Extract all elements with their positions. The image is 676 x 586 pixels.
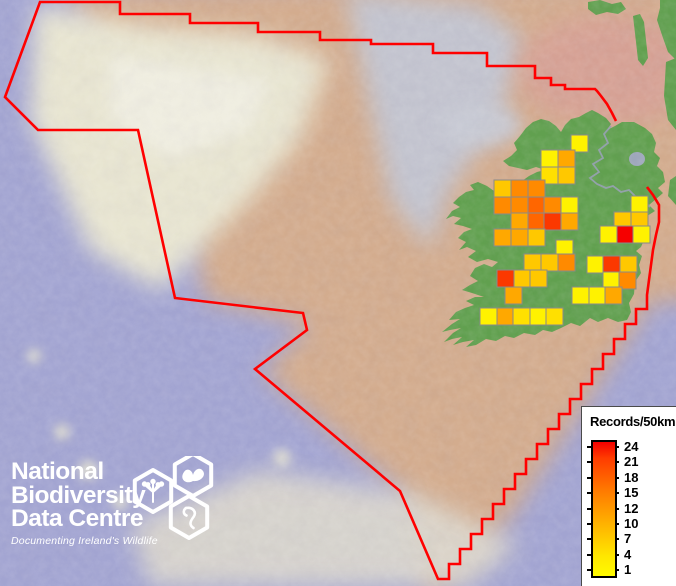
legend-tick-label: 7 [624,531,632,547]
grid-square [540,149,559,168]
legend-tick [587,569,591,572]
logo-hexagons [132,456,214,540]
seahorse-icon [182,506,197,530]
grid-square [560,196,579,215]
grid-square [602,255,621,274]
grid-square [513,269,532,288]
ni-border-line [588,125,651,208]
grid-square [543,196,562,215]
legend-tick-label: 15 [624,485,639,501]
legend-tick [615,523,619,525]
grid-square [529,269,548,288]
grid-square [496,307,515,326]
grid-square [543,212,562,231]
grid-square [527,212,546,231]
legend-tick [615,569,619,572]
grid-square [557,149,576,168]
grid-square [493,196,512,215]
grid-square [493,228,512,247]
designated-area-boundary [3,0,661,581]
grid-square [618,271,637,290]
legend-tick [587,446,591,448]
legend-tick [587,492,591,495]
grid-square [529,307,548,326]
grid-square [588,286,607,305]
legend-colorbar [591,440,617,578]
legend-tick-label: 12 [624,500,639,516]
legend-tick [615,461,619,464]
grid-square [560,212,579,231]
grid-square [599,225,618,244]
legend-tick [587,523,591,525]
nbdc-logo: National Biodiversity Data Centre Docume… [11,456,251,580]
legend-tick-label: 4 [624,546,632,562]
legend-tick [615,553,619,556]
grid-square [523,253,542,272]
logo-line1: National [11,458,104,485]
grid-square [604,286,623,305]
logo-tagline: Documenting Ireland's Wildlife [11,534,158,547]
grid-square [616,225,635,244]
grid-square [540,253,559,272]
legend-title: Records/50km [590,414,676,429]
grid-square [602,271,621,290]
grid-square [527,228,546,247]
legend-tick-label: 21 [624,454,639,470]
legend-tick [615,476,619,479]
grid-square [527,196,546,215]
grid-square [571,286,590,305]
legend-tick [587,538,591,541]
grid-square [510,179,529,198]
grid-square [493,179,512,198]
butterfly-icon [182,468,204,483]
grid-square [632,225,651,244]
legend-tick [587,553,591,556]
legend-tick [615,492,619,495]
grid-square [557,166,576,185]
legend-tick [587,476,591,479]
grid-square [510,212,529,231]
grid-square [512,307,531,326]
grid-square [527,179,546,198]
legend-tick-label: 10 [624,516,639,531]
hexagon-outline [132,468,174,514]
legend-panel: Records/50km 24 21 18 15 12 10 7 4 1 [581,406,676,586]
grid-square [504,286,523,305]
grid-square [496,269,515,288]
grid-square [545,307,564,326]
legend-tick [615,538,619,541]
legend-tick [615,507,619,510]
legend-tick [587,461,591,464]
grid-square [619,255,638,274]
legend-tick-label: 1 [624,562,632,578]
logo-line3: Data Centre [11,505,144,532]
grid-square [479,307,498,326]
grid-square [510,228,529,247]
grid-square [557,253,576,272]
logo-line2: Biodiversity [11,481,146,509]
legend-tick [615,446,619,448]
grid-square [510,196,529,215]
legend-tick-label: 18 [624,469,639,485]
legend-tick [587,507,591,510]
legend-tick-label: 24 [624,439,639,454]
grid-square [570,134,589,153]
hexagon-outline [168,494,210,540]
grid-square [630,195,649,214]
grid-square [586,255,605,274]
grid-squares-layer [479,134,651,326]
tree-icon [141,478,165,503]
